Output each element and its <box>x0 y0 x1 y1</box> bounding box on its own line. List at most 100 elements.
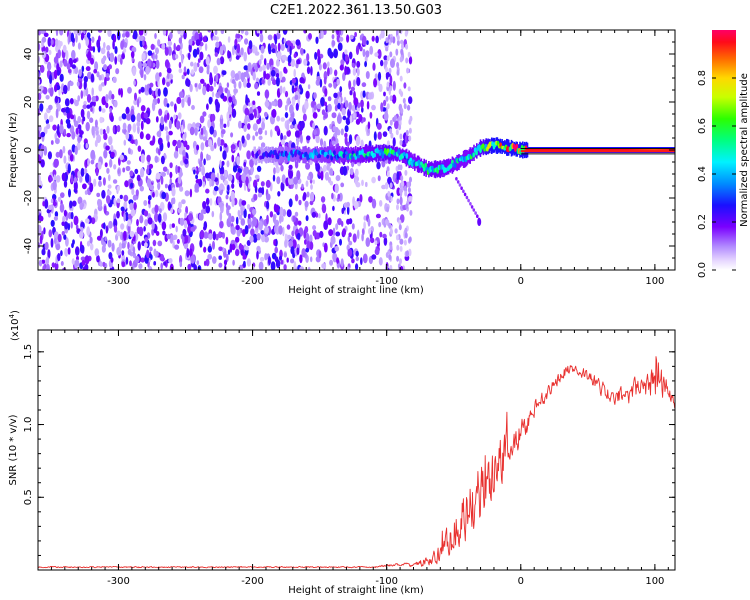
spectrogram-cell <box>156 130 162 138</box>
spectrogram-cell <box>206 103 209 110</box>
spectrogram-cell <box>96 235 102 241</box>
spectrogram-cell <box>152 239 157 247</box>
spectrogram-cell <box>175 120 181 130</box>
snr-frame <box>37 329 676 571</box>
spectrogram-cell <box>377 71 382 81</box>
spectrogram-cell <box>290 124 294 129</box>
spectrogram-cell <box>198 83 202 90</box>
spectrogram-cell <box>247 62 252 72</box>
spectrogram-cell <box>167 40 173 47</box>
spectrogram-cell <box>408 127 412 134</box>
spectrogram-cell <box>246 82 251 88</box>
spectrogram-cell <box>212 240 215 250</box>
spectrogram-cell <box>133 99 138 106</box>
x-tick-label: 0 <box>518 276 524 287</box>
y-tick-label: 20 <box>23 96 34 109</box>
snr-y-label: SNR (10 * v/v) <box>8 414 19 485</box>
spectrogram-cell <box>390 58 395 68</box>
spectrogram-cell <box>227 119 230 128</box>
spectrogram-cell <box>75 33 78 43</box>
spectrogram-cell <box>364 61 367 68</box>
spectrogram-cell <box>408 236 412 243</box>
spectrogram-cell <box>225 253 229 262</box>
spectrogram-cell <box>94 248 100 257</box>
spectrogram-cell <box>138 30 144 37</box>
spectrogram-cell <box>195 39 201 46</box>
spectrogram-cell <box>288 198 293 208</box>
spectrogram-cell <box>252 135 255 141</box>
spectrogram-cell <box>342 72 346 81</box>
spectrogram-cell <box>40 30 46 35</box>
spectrogram-cell <box>246 204 251 210</box>
spectrogram-cell <box>249 159 254 168</box>
spectrogram-cell <box>219 159 222 169</box>
spectrogram-cell <box>445 160 447 175</box>
spectrogram-cell <box>370 237 375 244</box>
spectrogram-cell <box>291 77 297 84</box>
spectrogram-cell <box>80 256 86 261</box>
spectrogram-cell <box>199 115 205 124</box>
spectrogram-cell <box>77 196 83 205</box>
spectrogram-cell <box>386 103 390 110</box>
spectrogram-cell <box>136 121 141 127</box>
spectrogram-cell <box>251 44 256 54</box>
spectrogram-cell <box>70 221 73 229</box>
spectrogram-cell <box>105 225 109 234</box>
spectrogram-cell <box>166 72 170 80</box>
spectrogram-cell <box>121 261 126 268</box>
spectrogram-cell <box>90 57 94 65</box>
spectrogram-cell <box>38 55 41 64</box>
spectrogram-cell <box>55 30 59 37</box>
spectrogram-cell <box>357 153 360 159</box>
spectrogram-cell <box>334 104 338 112</box>
spectrogram-cell <box>288 240 294 249</box>
spectrogram-cell <box>59 124 64 135</box>
spectrogram-cell <box>287 97 291 105</box>
spectrogram-cell <box>357 102 361 109</box>
spectrogram-cell <box>260 54 264 61</box>
spectrogram-cell <box>219 45 224 56</box>
spectrogram-cell <box>348 101 352 112</box>
spectrogram-cell <box>396 170 400 181</box>
spectrogram-cell <box>284 68 288 74</box>
spectrogram-cell <box>63 180 68 188</box>
spectrogram-cell <box>231 154 235 163</box>
spectrogram-cell <box>327 67 330 77</box>
spectrogram-cell <box>213 185 219 192</box>
spectrogram-cell <box>227 249 231 255</box>
spectrogram-cell <box>209 85 214 92</box>
spectrogram-cell <box>334 149 336 161</box>
spectrogram-cell <box>163 87 168 97</box>
spectrogram-cell <box>68 188 71 198</box>
spectrogram-cell <box>48 64 52 70</box>
spectrogram-cell <box>367 92 373 100</box>
spectrogram-cell <box>284 239 288 248</box>
spectrogram-cell <box>157 213 162 223</box>
spectrogram-cell <box>378 221 382 228</box>
spectrogram-cell <box>463 192 467 197</box>
spectrogram-cell <box>339 86 343 93</box>
spectrogram-cell <box>399 245 403 252</box>
spectrogram-cell <box>108 174 111 182</box>
spectrogram-cell <box>84 255 90 265</box>
spectrogram-cell <box>187 123 191 131</box>
spectrogram-cell <box>171 223 175 228</box>
spectrogram-cell <box>312 112 318 119</box>
spectrogram-cell <box>248 40 253 50</box>
spectrogram-cell <box>162 230 166 236</box>
spectrogram-cell <box>241 135 245 144</box>
spectrogram-cell <box>123 200 128 210</box>
spectrogram-cell <box>327 146 330 164</box>
spectrogram-cell <box>223 259 228 266</box>
spectrogram-cell <box>400 180 404 187</box>
spectrogram-cell <box>386 170 390 177</box>
spectrogram-cell <box>455 156 457 171</box>
spectrogram-cell <box>296 145 299 164</box>
spectrogram-cell <box>113 99 118 108</box>
spectrogram-cell <box>400 39 404 45</box>
spectrogram-cell <box>205 258 210 267</box>
spectrogram-cell <box>385 95 389 102</box>
spectrogram-cell <box>117 168 120 175</box>
spectrogram-cell <box>80 226 84 232</box>
spectrogram-cell <box>69 98 74 105</box>
